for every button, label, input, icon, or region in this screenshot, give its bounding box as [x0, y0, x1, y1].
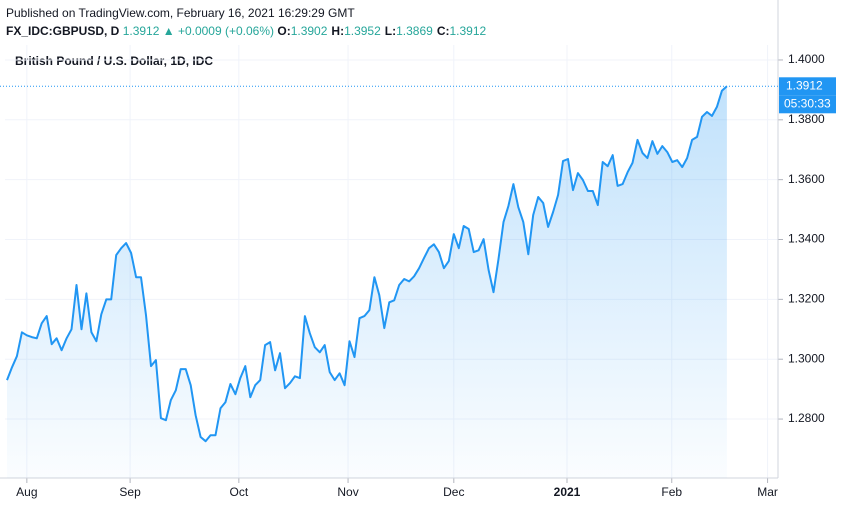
x-tick-label: Nov [337, 485, 358, 499]
ohlc-label: O: [277, 24, 291, 38]
x-tick-label: Feb [661, 485, 682, 499]
y-tick-label: 1.3000 [788, 351, 825, 365]
y-tick-label: 1.3800 [788, 112, 825, 126]
y-tick-label: 1.3400 [788, 232, 825, 246]
x-tick-label: Sep [119, 485, 141, 499]
symbol: FX_IDC:GBPUSD, D [6, 24, 120, 38]
x-tick-label: Mar [757, 485, 778, 499]
y-tick-label: 1.3200 [788, 292, 825, 306]
ohlc-label: H: [331, 24, 345, 38]
x-tick-label: 2021 [554, 485, 581, 499]
ohlc-label: L: [384, 24, 397, 38]
area-fill [7, 86, 727, 479]
header: Published on TradingView.com, February 1… [6, 4, 490, 40]
y-tick-label: 1.2800 [788, 411, 825, 425]
ohlc-label: C: [436, 24, 450, 38]
last-price-box [779, 77, 836, 96]
change: ▲ +0.0009 (+0.06%) [162, 24, 275, 38]
quote-line: FX_IDC:GBPUSD, D 1.3912 ▲ +0.0009 (+0.06… [6, 22, 490, 40]
ohlc-value: 1.3912 [449, 24, 487, 38]
countdown-box [779, 95, 836, 114]
ohlc-value: 1.3869 [396, 24, 433, 38]
y-tick-label: 1.4000 [788, 52, 825, 66]
price: 1.3912 [122, 24, 160, 38]
last-price-label: 1.3912 [786, 78, 823, 92]
ohlc: O:1.3902 H:1.3952 L:1.3869 C:1.3912 [277, 24, 490, 38]
x-tick-label: Oct [230, 485, 249, 499]
price-line [6, 85, 728, 443]
x-tick-label: Aug [16, 485, 37, 499]
countdown-label: 05:30:33 [784, 96, 831, 110]
ohlc-value: 1.3952 [344, 24, 381, 38]
published-note: Published on TradingView.com, February 1… [6, 6, 355, 20]
chart-title: British Pound / U.S. Dollar, 1D, IDC [15, 54, 213, 68]
y-tick-label: 1.3600 [788, 172, 825, 186]
ohlc-value: 1.3902 [290, 24, 328, 38]
x-tick-label: Dec [443, 485, 464, 499]
